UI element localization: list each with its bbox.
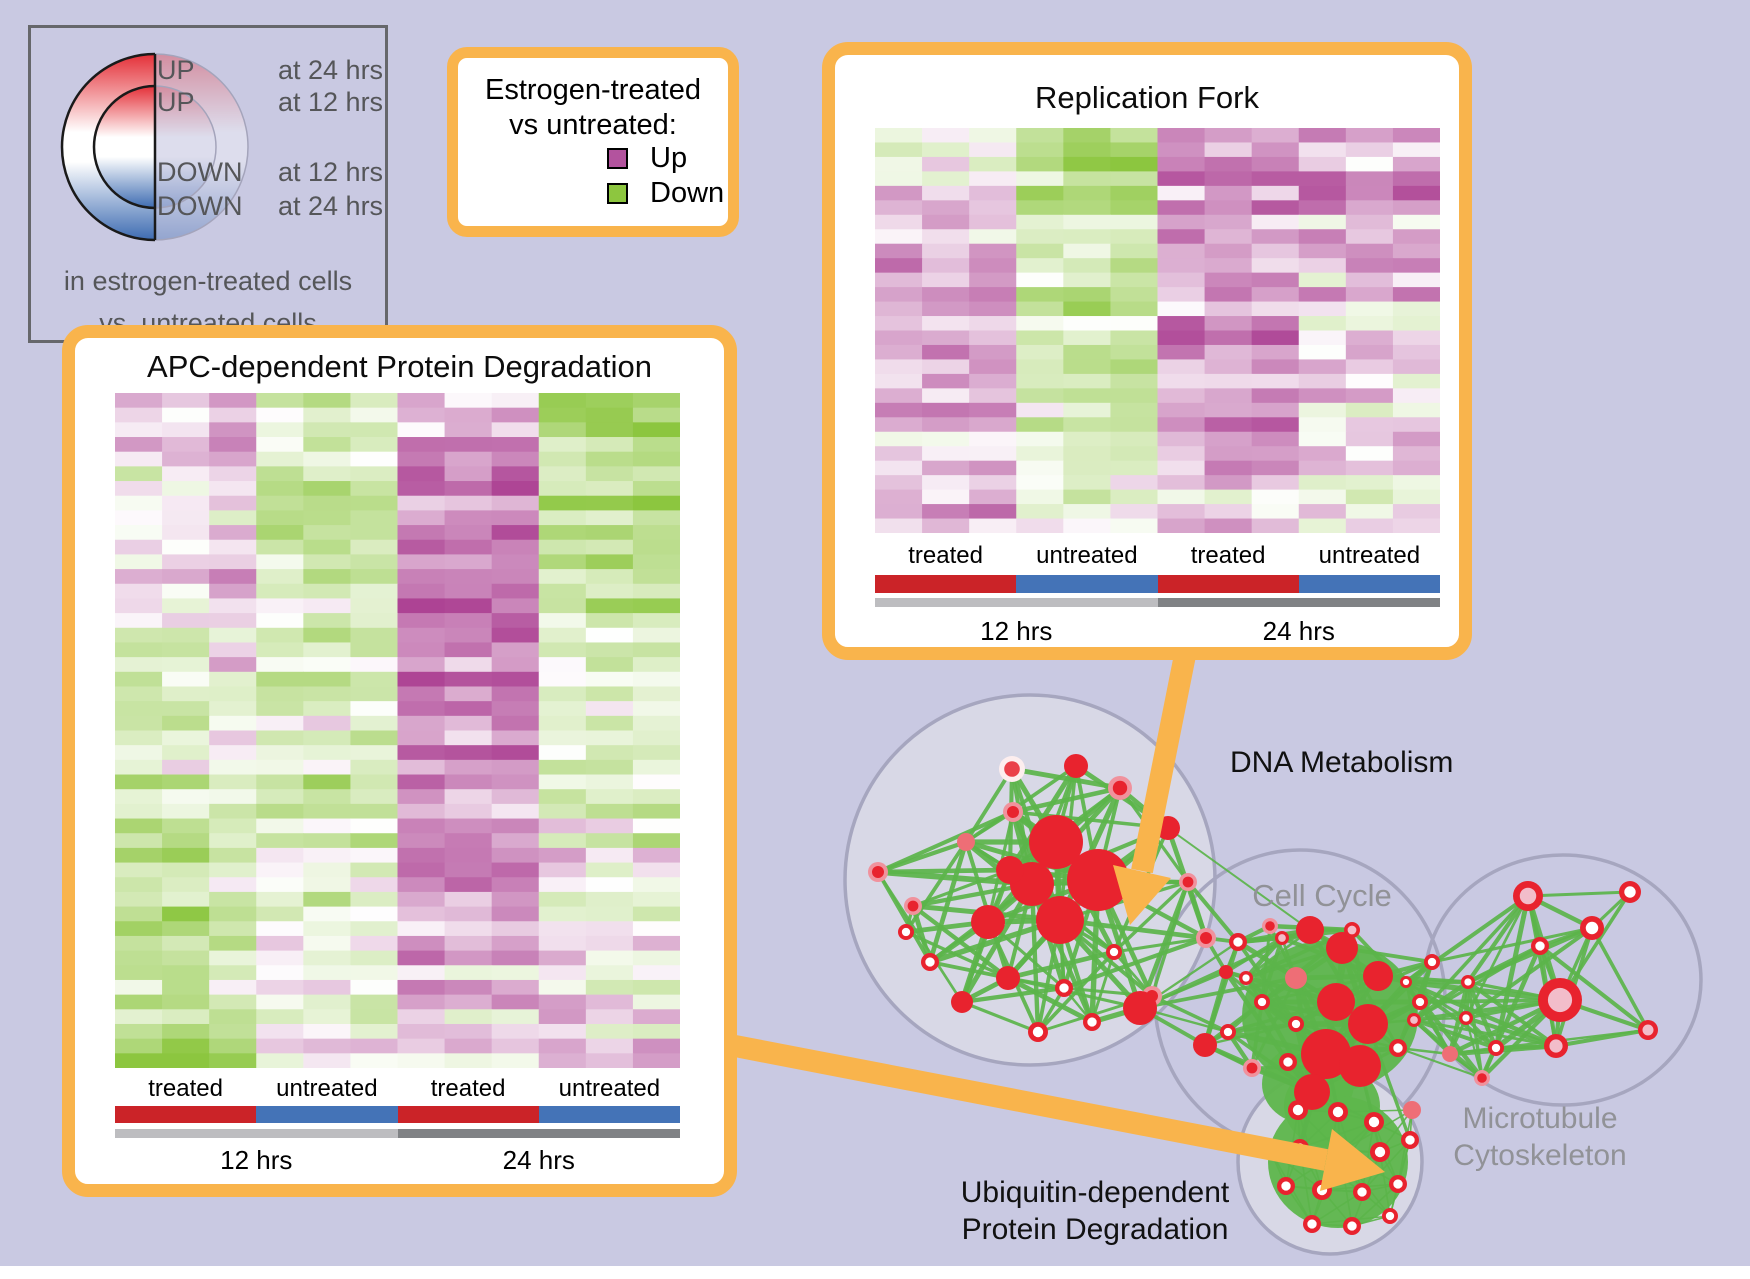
cluster-label-dna-metabolism: DNA Metabolism: [1230, 746, 1454, 779]
time-label: 24 hrs: [502, 1145, 575, 1175]
group-label: untreated: [1036, 542, 1138, 569]
apc-degradation-panel: APC-dependent Protein Degradation treate…: [62, 325, 737, 1197]
estrogen-updown-legend: Estrogen-treated vs untreated: Up Down: [447, 47, 739, 237]
panel-to-cluster-arrows: [727, 627, 1385, 1191]
legend-time: at 24 hrs: [278, 55, 384, 85]
legend-time: at 24 hrs: [278, 191, 384, 221]
group-bar: [397, 1106, 539, 1123]
timepoint-bars: [875, 598, 1440, 607]
cluster-label-line2: Cytoskeleton: [1453, 1139, 1627, 1172]
group-label: treated: [148, 1075, 223, 1102]
panel-title: Replication Fork: [1035, 80, 1259, 115]
group-label: untreated: [558, 1075, 661, 1102]
timepoint-labels: 12 hrs 24 hrs: [115, 1145, 680, 1176]
up-color-swatch: [607, 148, 628, 169]
time-bar: [397, 1129, 680, 1138]
cluster-label-ubiquitin-degradation: Ubiquitin-dependent Protein Degradation: [961, 1174, 1230, 1248]
cluster-label-line1: Ubiquitin-dependent: [960, 1176, 1230, 1209]
treatment-group-labels: treated untreated treated untreated: [115, 1075, 680, 1103]
cluster-label-line2: Protein Degradation: [961, 1213, 1229, 1246]
apc-heatmap: [115, 393, 680, 1068]
time-label: 12 hrs: [220, 1145, 293, 1175]
legend-direction: UP: [157, 87, 195, 117]
page-margin: [0, 1266, 1750, 1279]
group-label: treated: [1190, 542, 1266, 569]
time-bar: [1157, 598, 1440, 607]
heatmap-cells: [115, 393, 680, 1068]
time-bar: [115, 1129, 398, 1138]
treatment-color-bars: [875, 575, 1440, 593]
group-bar: [875, 575, 1017, 593]
concentric-circles-icon: [60, 52, 249, 242]
legend-time: at 12 hrs: [278, 87, 384, 117]
group-bar: [1016, 575, 1158, 593]
up-label: Up: [650, 142, 688, 174]
replication-fork-heatmap: [875, 128, 1440, 533]
timepoint-labels: 12 hrs 24 hrs: [875, 616, 1440, 647]
cluster-label-line1: Microtubule: [1462, 1102, 1618, 1135]
down-color-swatch: [607, 183, 628, 204]
group-label: treated: [430, 1075, 506, 1102]
time-label: 24 hrs: [1262, 616, 1335, 646]
group-bar: [538, 1106, 680, 1123]
treatment-group-labels: treated untreated treated untreated: [875, 542, 1440, 570]
cluster-label-cell-cycle: Cell Cycle: [1252, 878, 1392, 913]
replication-fork-panel: Replication Fork treated untreated treated…: [822, 42, 1472, 660]
legend-direction: DOWN: [157, 191, 243, 221]
time-label: 12 hrs: [980, 616, 1053, 646]
heatmap-cells: [875, 128, 1440, 533]
group-label: treated: [908, 542, 983, 569]
group-bar: [1157, 575, 1299, 593]
treatment-color-bars: [115, 1106, 680, 1123]
legend-time: at 12 hrs: [278, 157, 384, 187]
group-bar: [115, 1106, 257, 1123]
legend-direction: UP: [157, 55, 195, 85]
cluster-label-microtubule-cytoskeleton: Microtubule Cytoskeleton: [1453, 1100, 1626, 1174]
legend-title-line2: vs untreated:: [509, 109, 677, 141]
group-bar: [1298, 575, 1440, 593]
updown-circle-legend: UP at 24 hrs UP at 12 hrs DOWN at 12 hrs DO…: [28, 25, 388, 343]
legend-direction: DOWN: [157, 157, 243, 187]
group-label: untreated: [1318, 542, 1421, 569]
group-label: untreated: [276, 1075, 378, 1102]
group-bar: [256, 1106, 398, 1123]
down-label: Down: [650, 177, 725, 209]
time-bar: [875, 598, 1158, 607]
legend-title-line1: Estrogen-treated: [484, 74, 701, 106]
panel-title: APC-dependent Protein Degradation: [147, 349, 652, 384]
legend-footer-line1: in estrogen-treated cells: [63, 266, 353, 296]
timepoint-bars: [115, 1129, 680, 1138]
